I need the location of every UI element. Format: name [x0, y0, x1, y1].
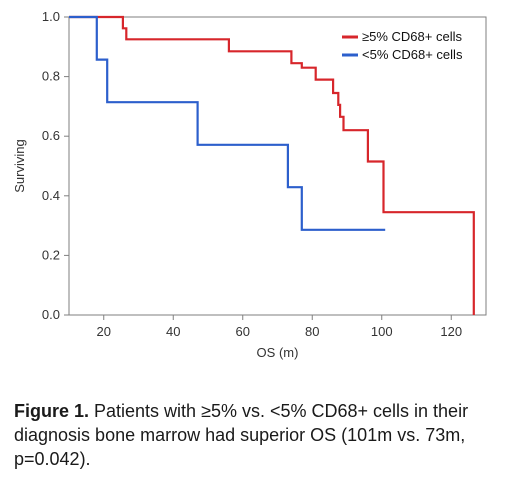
y-tick-label: 0.4: [42, 188, 60, 203]
figure-caption: Figure 1. Patients with ≥5% vs. <5% CD68…: [14, 399, 504, 471]
legend-label-2: <5% CD68+ cells: [362, 47, 463, 62]
y-tick-label: 0.0: [42, 307, 60, 322]
x-tick-label: 40: [166, 324, 180, 339]
y-tick-label: 0.2: [42, 247, 60, 262]
legend-label-1: ≥5% CD68+ cells: [362, 29, 462, 44]
caption-text: Patients with ≥5% vs. <5% CD68+ cells in…: [14, 401, 469, 469]
x-axis-title: OS (m): [257, 345, 299, 360]
km-survival-chart: 0.0 0.2 0.4 0.6 0.8 1.0 20 40 60 80 100 120 OS (m) Su…: [12, 9, 487, 360]
survival-curve-2: [69, 15, 386, 231]
caption-label: Figure 1.: [14, 401, 90, 421]
x-tick-label: 80: [305, 324, 319, 339]
chart-figure: 0.0 0.2 0.4 0.6 0.8 1.0 20 40 60 80 100 120 OS (m) Su…: [12, 9, 487, 360]
plot-area: [68, 16, 487, 316]
y-axis-title: Surviving: [12, 139, 27, 192]
y-tick-label: 0.8: [42, 69, 60, 84]
x-tick-label: 100: [371, 324, 393, 339]
x-tick-label: 120: [440, 324, 462, 339]
y-tick-label: 1.0: [42, 9, 60, 24]
x-tick-label: 60: [236, 324, 250, 339]
y-tick-label: 0.6: [42, 128, 60, 143]
survival-curve-1: [69, 15, 475, 315]
x-tick-label: 20: [97, 324, 111, 339]
